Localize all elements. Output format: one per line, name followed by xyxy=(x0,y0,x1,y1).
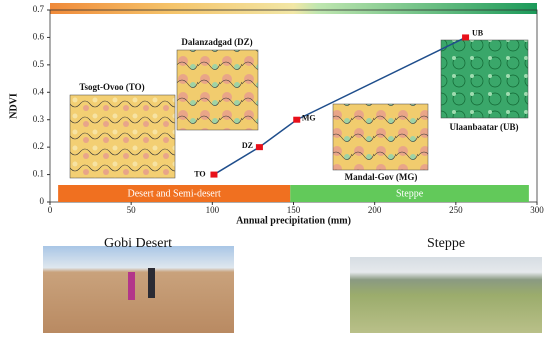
map-label: Mandal-Gov (MG) xyxy=(345,172,418,182)
x-tick-label: 100 xyxy=(206,205,220,215)
photo xyxy=(43,246,234,333)
point-label: DZ xyxy=(242,141,253,150)
ndvi-line xyxy=(213,36,466,176)
zone-band xyxy=(290,185,529,202)
y-axis-title: NDVI xyxy=(8,93,19,119)
ndvi-map xyxy=(332,103,429,171)
point-label: UB xyxy=(472,28,484,37)
marker xyxy=(462,34,470,41)
ndvi-map xyxy=(69,94,176,179)
zone-label: Steppe xyxy=(396,188,424,199)
zone-label: Desert and Semi-desert xyxy=(128,188,222,199)
y-tick-label: 0 xyxy=(40,196,45,206)
marker xyxy=(255,144,263,151)
marker xyxy=(210,171,218,178)
photo xyxy=(350,257,542,333)
y-tick-label: 0.4 xyxy=(33,86,45,96)
x-tick-label: 300 xyxy=(530,205,544,215)
map-label: Dalanzadgad (DZ) xyxy=(181,37,252,47)
y-tick-label: 0.3 xyxy=(33,114,45,124)
point-label: TO xyxy=(194,169,205,178)
x-tick-label: 200 xyxy=(368,205,382,215)
y-tick-label: 0.1 xyxy=(33,169,44,179)
map-label: Tsogt-Ovoo (TO) xyxy=(79,82,144,92)
photo-caption: Steppe xyxy=(427,236,465,251)
y-tick-label: 0.6 xyxy=(33,31,45,41)
y-tick-label: 0.5 xyxy=(33,59,45,69)
photo-caption: Gobi Desert xyxy=(104,236,172,251)
x-tick-label: 50 xyxy=(127,205,137,215)
people xyxy=(128,268,155,300)
x-tick-label: 150 xyxy=(287,205,301,215)
y-tick-label: 0.2 xyxy=(33,141,44,151)
x-axis-title: Annual precipitation (mm) xyxy=(236,215,351,226)
ndvi-map xyxy=(176,49,259,131)
y-tick-label: 0.7 xyxy=(33,4,45,14)
ndvi-map xyxy=(440,39,529,119)
zone-band xyxy=(58,185,291,202)
color-bar xyxy=(50,3,537,14)
x-tick-label: 0 xyxy=(48,205,53,215)
map-label: Ulaanbaatar (UB) xyxy=(449,122,518,132)
point-label: MG xyxy=(302,114,316,123)
marker xyxy=(293,116,301,123)
x-tick-label: 250 xyxy=(449,205,463,215)
